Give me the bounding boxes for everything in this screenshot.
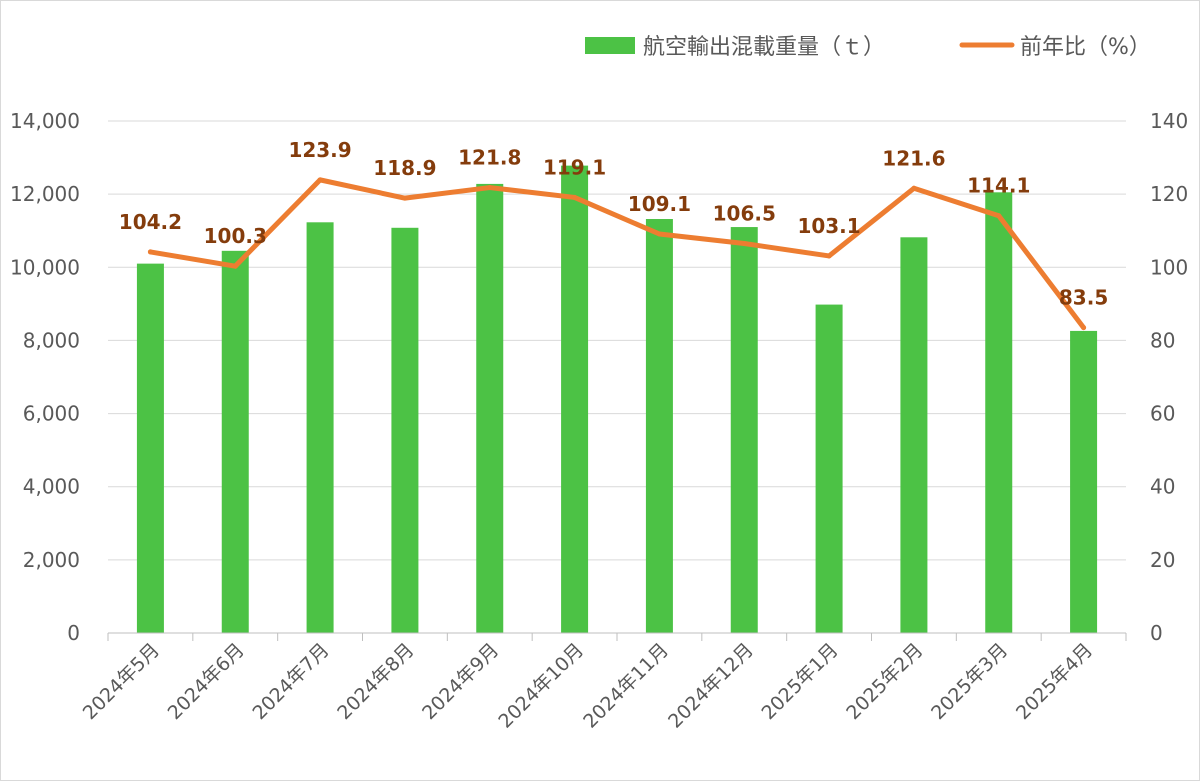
line-point — [232, 263, 238, 269]
y-tick-label: 12,000 — [10, 182, 80, 206]
gridlines — [108, 120, 1126, 561]
data-label: 109.1 — [628, 192, 691, 216]
line-point — [147, 249, 153, 255]
y-tick-label: 6,000 — [23, 402, 80, 426]
bar — [985, 192, 1013, 634]
bar — [306, 222, 334, 633]
data-labels: 104.2 100.3 123.9 118.9 121.8 119.1 109.1 106.5… — [119, 138, 1108, 310]
data-label: 114.1 — [967, 174, 1030, 198]
bar — [645, 219, 673, 634]
y-tick-label: 2,000 — [23, 548, 80, 572]
y-tick-label: 10,000 — [10, 255, 80, 279]
y-tick-label: 8,000 — [23, 328, 80, 352]
line-series — [147, 177, 1087, 331]
data-label: 121.8 — [458, 146, 521, 170]
data-label: 123.9 — [288, 138, 351, 162]
bar — [136, 263, 164, 633]
y-tick-label: 0 — [67, 621, 80, 645]
data-label: 104.2 — [119, 210, 182, 234]
line-path — [147, 177, 1087, 331]
bar-series — [136, 165, 1098, 634]
y2-tick-label: 40 — [1150, 475, 1175, 499]
bar — [900, 237, 928, 633]
y-tick-label: 14,000 — [10, 109, 80, 133]
bar — [476, 183, 504, 633]
line-point — [741, 241, 747, 247]
data-label: 83.5 — [1059, 286, 1108, 310]
bar — [561, 165, 589, 634]
y-tick-label: 4,000 — [23, 475, 80, 499]
y2-tick-label: 0 — [1150, 621, 1163, 645]
y2-tick-label: 60 — [1150, 402, 1175, 426]
data-label: 103.1 — [797, 214, 860, 238]
y2-tick-label: 140 — [1150, 109, 1188, 133]
line-point — [996, 213, 1002, 219]
line-point — [487, 185, 493, 191]
line-point — [1081, 325, 1087, 331]
data-label: 106.5 — [713, 202, 776, 226]
y2-tick-label: 20 — [1150, 548, 1175, 572]
line-point — [317, 177, 323, 183]
bar — [221, 250, 249, 634]
line-point — [656, 231, 662, 237]
y2-tick-label: 80 — [1150, 328, 1175, 352]
legend-label-line: 前年比（%） — [1020, 35, 1151, 60]
line-point — [826, 253, 832, 259]
line-point — [572, 194, 578, 200]
line-point — [911, 185, 917, 191]
legend-label-bar: 航空輸出混載重量（ｔ） — [643, 35, 885, 60]
bar — [815, 304, 843, 633]
legend-swatch-bar — [585, 37, 635, 54]
y2-tick-label: 100 — [1150, 255, 1188, 279]
data-label: 121.6 — [882, 146, 945, 170]
data-label: 118.9 — [373, 156, 436, 180]
bar — [730, 227, 758, 634]
legend: 航空輸出混載重量（ｔ） 前年比（%） — [585, 35, 1151, 60]
data-label: 119.1 — [543, 155, 606, 179]
data-label: 100.3 — [204, 224, 267, 248]
bar — [391, 227, 419, 633]
line-point — [402, 195, 408, 201]
y2-tick-label: 120 — [1150, 182, 1188, 206]
bar — [1070, 330, 1098, 633]
